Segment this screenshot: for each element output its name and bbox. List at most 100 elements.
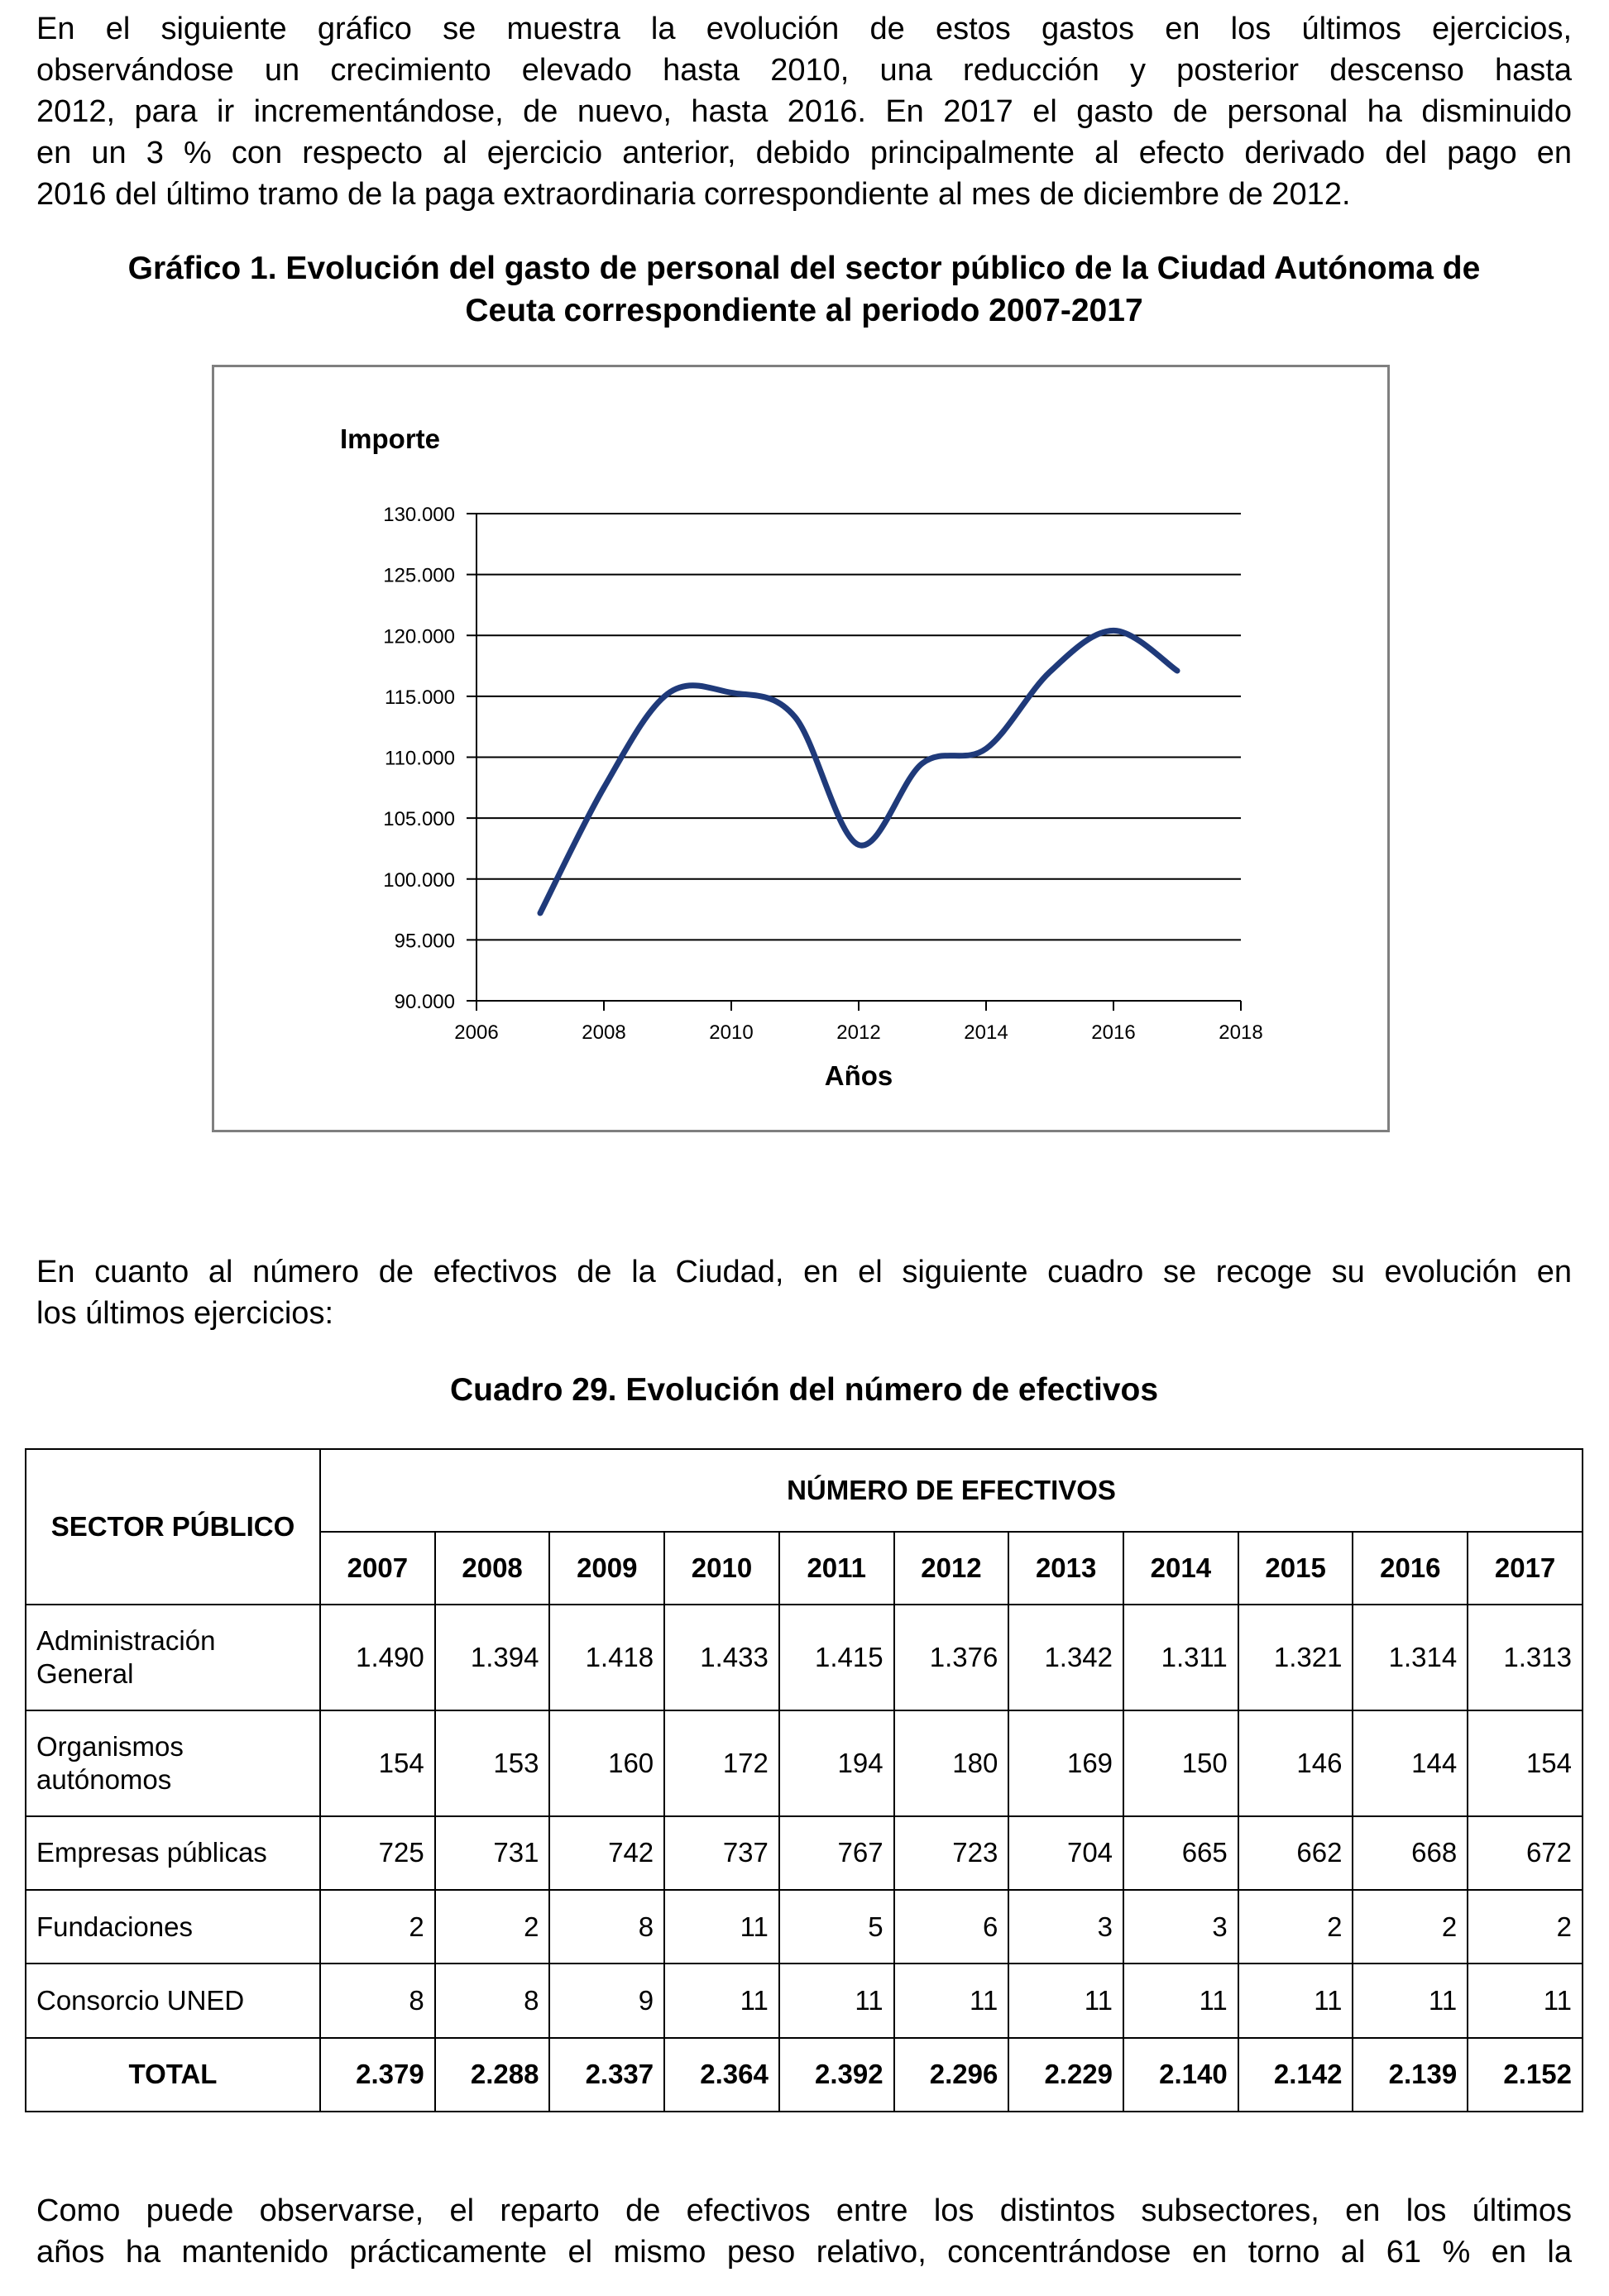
table-cell: 154 xyxy=(319,1709,436,1817)
table-cell: 194 xyxy=(778,1709,895,1817)
table-cell: 2 xyxy=(433,1889,551,1965)
intro-line-4: en un 3 % con respecto al ejercicio ante… xyxy=(36,136,1572,170)
intro-line-5: 2016 del último tramo de la paga extraor… xyxy=(36,177,1351,212)
year-header: 2013 xyxy=(1008,1531,1125,1605)
table-cell: 742 xyxy=(548,1815,666,1892)
table-cell: 11 xyxy=(1467,1963,1583,2039)
total-label: TOTAL xyxy=(25,2036,321,2113)
y-tick-label: 130.000 xyxy=(383,504,455,526)
row-label-line: Organismos xyxy=(36,1730,184,1762)
x-tick-label: 2006 xyxy=(454,1021,498,1044)
year-header: 2014 xyxy=(1123,1531,1239,1605)
table-cell: 160 xyxy=(548,1709,666,1817)
table-cell: 172 xyxy=(663,1709,780,1817)
y-axis-title: Importe xyxy=(340,423,440,454)
table-row: Fundaciones 2 2 8 11 5 6 3 3 2 2 2 xyxy=(25,1889,1583,1965)
table-cell: 1.490 xyxy=(319,1604,436,1711)
table-cell: 9 xyxy=(548,1963,666,2039)
group-header: NÚMERO DE EFECTIVOS xyxy=(319,1448,1583,1533)
table-cell: 8 xyxy=(433,1963,551,2039)
y-tick-label: 110.000 xyxy=(385,748,455,770)
table-cell: 723 xyxy=(893,1815,1010,1892)
year-header: 2007 xyxy=(319,1531,436,1605)
year-header: 2015 xyxy=(1237,1531,1354,1605)
row-label-line: autónomos xyxy=(36,1763,172,1795)
total-cell: 2.152 xyxy=(1467,2036,1583,2113)
intro-line-1: En el siguiente gráfico se muestra la ev… xyxy=(36,12,1572,46)
table-cell: 1.433 xyxy=(663,1604,780,1711)
total-row: TOTAL 2.379 2.288 2.337 2.364 2.392 2.296 2.229… xyxy=(25,2036,1583,2113)
table-cell: 1.342 xyxy=(1008,1604,1125,1711)
table-cell: 731 xyxy=(433,1815,551,1892)
row-label-line: Consorcio UNED xyxy=(36,1984,245,2016)
row-label: Fundaciones xyxy=(25,1889,321,1965)
total-cell: 2.296 xyxy=(893,2036,1010,2113)
table-caption: Cuadro 29. Evolución del número de efect… xyxy=(449,1372,1159,1408)
y-tick-label: 90.000 xyxy=(395,991,455,1013)
total-cell: 2.140 xyxy=(1123,2036,1239,2113)
table-cell: 8 xyxy=(319,1963,436,2039)
table-cell: 1.314 xyxy=(1352,1604,1469,1711)
row-label-line: Fundaciones xyxy=(36,1911,193,1942)
table-cell: 3 xyxy=(1123,1889,1239,1965)
chart-caption-line-1: Gráfico 1. Evolución del gasto de person… xyxy=(127,251,1481,286)
year-header-row: 2007 2008 2009 2010 2011 2012 2013 2014 2015 2016… xyxy=(26,1531,1583,1605)
x-tick-label: 2016 xyxy=(1091,1021,1135,1044)
table-cell: 144 xyxy=(1352,1709,1469,1817)
table-cell: 146 xyxy=(1237,1709,1354,1817)
intro-line-3: 2012, para ir incrementándose, de nuevo,… xyxy=(36,94,1572,129)
total-cell: 2.392 xyxy=(778,2036,895,2113)
middle-paragraph-line-1: En cuanto al número de efectivos de la C… xyxy=(36,1255,1572,1289)
year-header: 2012 xyxy=(893,1531,1010,1605)
total-cell: 2.364 xyxy=(663,2036,780,2113)
table-cell: 150 xyxy=(1123,1709,1239,1817)
table-cell: 11 xyxy=(1352,1963,1469,2039)
table-cell: 665 xyxy=(1123,1815,1239,1892)
table-cell: 154 xyxy=(1467,1709,1583,1817)
table-cell: 153 xyxy=(433,1709,551,1817)
total-cell: 2.379 xyxy=(319,2036,436,2113)
row-label-line: Administración xyxy=(36,1624,216,1656)
table-row: Empresas públicas 725 731 742 737 767 723 704 66… xyxy=(25,1815,1583,1892)
x-tick-label: 2008 xyxy=(582,1021,625,1044)
table-row: Consorcio UNED 8 8 9 11 11 11 11 11 11 11 11 xyxy=(25,1963,1583,2039)
table-row: Organismos autónomos 154 153 160 172 194 180 169… xyxy=(25,1709,1583,1817)
year-header: 2011 xyxy=(778,1531,895,1605)
year-header: 2017 xyxy=(1467,1531,1583,1605)
year-header: 2010 xyxy=(663,1531,780,1605)
table-cell: 11 xyxy=(778,1963,895,2039)
y-tick-label: 120.000 xyxy=(383,625,455,648)
table-cell: 1.311 xyxy=(1123,1604,1239,1711)
chart-frame xyxy=(212,365,1390,1132)
table-cell: 1.415 xyxy=(778,1604,895,1711)
table-cell: 2 xyxy=(1352,1889,1469,1965)
row-label-line: Empresas públicas xyxy=(36,1837,267,1868)
table-cell: 11 xyxy=(1008,1963,1125,2039)
table-cell: 11 xyxy=(1237,1963,1354,2039)
table-cell: 1.376 xyxy=(893,1604,1010,1711)
efectivos-table: SECTOR PÚBLICO NÚMERO DE EFECTIVOS 2007 2… xyxy=(25,1448,1583,2113)
y-tick-label: 100.000 xyxy=(383,869,455,892)
table-cell: 2 xyxy=(319,1889,436,1965)
table-row: Administración General 1.490 1.394 1.418 1.43… xyxy=(25,1604,1583,1711)
row-label: Organismos autónomos xyxy=(25,1709,321,1817)
table-cell: 11 xyxy=(663,1963,780,2039)
total-cell: 2.139 xyxy=(1352,2036,1469,2113)
table-cell: 11 xyxy=(1123,1963,1239,2039)
table-cell: 6 xyxy=(893,1889,1010,1965)
x-tick-label: 2010 xyxy=(709,1021,753,1044)
table-cell: 1.394 xyxy=(433,1604,551,1711)
y-tick-label: 95.000 xyxy=(395,930,455,952)
row-label: Administración General xyxy=(25,1604,321,1711)
table-cell: 737 xyxy=(663,1815,780,1892)
table-cell: 2 xyxy=(1237,1889,1354,1965)
total-cell: 2.337 xyxy=(548,2036,666,2113)
intro-line-2: observándose un crecimiento elevado hast… xyxy=(36,53,1572,88)
x-tick-label: 2018 xyxy=(1219,1021,1262,1044)
table-cell: 2 xyxy=(1467,1889,1583,1965)
row-label: Consorcio UNED xyxy=(25,1963,321,2039)
middle-paragraph-line-2: los últimos ejercicios: xyxy=(36,1296,333,1331)
table-cell: 3 xyxy=(1008,1889,1125,1965)
chart-caption-line-2: Ceuta correspondiente al periodo 2007-20… xyxy=(465,293,1143,328)
